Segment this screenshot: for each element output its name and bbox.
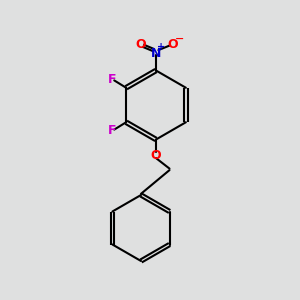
Text: +: + [157, 42, 166, 52]
Text: −: − [174, 34, 184, 44]
Text: O: O [167, 38, 178, 51]
Text: O: O [151, 148, 161, 162]
Text: F: F [108, 124, 116, 137]
Text: N: N [151, 46, 161, 60]
Text: O: O [135, 38, 146, 51]
Text: F: F [108, 73, 116, 86]
